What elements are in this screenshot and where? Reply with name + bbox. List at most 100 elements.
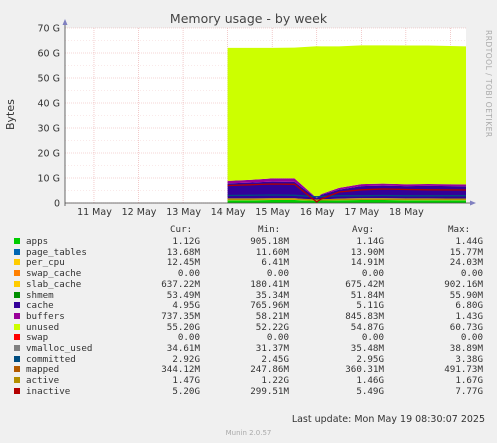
x-tick-label: 16 May [300, 207, 335, 218]
legend-value-cur: 2.92G [172, 353, 200, 365]
y-tick-label: 30 G [38, 124, 60, 135]
legend-row-inactive: inactive 5.20G 299.51M 5.49G 7.77G [14, 386, 497, 397]
legend-swatch [14, 387, 20, 394]
legend-value-max: 38.89M [449, 343, 483, 354]
legend-value-max: 1.44G [455, 236, 483, 247]
legend-value-min: 299.51M [250, 385, 289, 397]
legend-value-max: 55.90M [449, 289, 483, 301]
legend-label: committed [26, 353, 76, 365]
y-tick-label: 0 [54, 199, 60, 210]
legend-value-max: 7.77G [455, 385, 483, 397]
legend-header-cur: Cur: [170, 224, 193, 235]
legend-swatch [14, 323, 20, 330]
legend-value-min: 2.45G [261, 353, 289, 365]
legend-value-min: 58.21M [255, 310, 289, 322]
legend-swatch [14, 270, 20, 277]
legend-label: apps [26, 236, 49, 247]
legend-row-swap: swap 0.00 0.00 0.00 0.00 [14, 332, 497, 343]
legend-row-committed: committed 2.92G 2.45G 2.95G 3.38G [14, 354, 497, 365]
legend-value-max: 15.77M [449, 246, 483, 258]
legend-value-avg: 0.00 [361, 268, 384, 280]
legend-value-avg: 845.83M [345, 310, 384, 322]
legend-value-avg: 51.84M [350, 289, 384, 301]
legend-value-avg: 5.49G [356, 385, 384, 397]
legend-label: swap [26, 332, 49, 344]
legend-row-slab-cache: slab_cache 637.22M 180.41M 675.42M 902.16M [14, 279, 497, 290]
y-tick-label: 50 G [38, 74, 60, 85]
legend-value-max: 491.73M [444, 364, 483, 376]
legend-value-cur: 55.20G [166, 321, 200, 333]
legend-value-min: 765.96M [250, 300, 289, 312]
legend-row-unused: unused 55.20G 52.22G 54.87G 60.73G [14, 322, 497, 333]
chart-title: Memory usage - by week [169, 11, 328, 26]
legend-value-max: 0.00 [460, 332, 483, 344]
legend-swatch [14, 312, 20, 319]
chart-lines [227, 183, 467, 203]
legend-swatch [14, 280, 20, 287]
legend-label: mapped [26, 364, 60, 376]
legend-value-avg: 360.31M [345, 364, 384, 376]
legend-value-avg: 14.91M [350, 257, 384, 269]
last-update: Last update: Mon May 19 08:30:07 2025 [291, 414, 485, 425]
legend-value-min: 1.22G [261, 375, 289, 387]
legend-swatch [14, 248, 20, 255]
x-tick-label: 15 May [255, 207, 290, 218]
legend-value-max: 1.43G [455, 310, 483, 322]
legend-value-max: 60.73G [449, 321, 483, 333]
legend-value-cur: 34.61M [166, 343, 200, 354]
x-tick-label: 18 May [389, 207, 424, 218]
legend-row-cache: cache 4.95G 765.96M 5.11G 6.80G [14, 300, 497, 311]
line-active [227, 198, 466, 201]
legend-row-per-cpu: per_cpu 12.45M 6.41M 14.91M 24.03M [14, 257, 497, 268]
legend-value-cur: 53.49M [166, 289, 200, 301]
legend-value-cur: 12.45M [166, 257, 200, 269]
legend-value-min: 11.60M [255, 246, 289, 258]
legend-value-cur: 637.22M [161, 278, 200, 290]
legend-value-cur: 0.00 [177, 268, 200, 280]
legend-value-avg: 54.87G [350, 321, 384, 333]
legend-value-max: 902.16M [444, 278, 483, 290]
munin-version: Munin 2.0.57 [225, 429, 272, 437]
legend-label: swap_cache [26, 268, 82, 280]
legend-header-min: Min: [258, 224, 281, 235]
legend-value-max: 1.67G [455, 375, 483, 387]
area-apps [227, 200, 466, 203]
legend-value-min: 6.41M [261, 257, 289, 269]
x-tick-label: 13 May [166, 207, 201, 218]
legend-value-cur: 737.35M [161, 310, 200, 322]
legend-label: page_tables [26, 246, 87, 258]
x-tick-label: 11 May [77, 207, 112, 218]
legend-value-min: 0.00 [266, 332, 289, 344]
legend-label: cache [26, 300, 54, 312]
rrdtool-credit: RRDTOOL / TOBI OETIKER [484, 30, 493, 138]
legend-swatch [14, 377, 20, 384]
y-tick-label: 70 G [38, 24, 60, 35]
legend-value-min: 247.86M [250, 364, 289, 376]
legend-value-avg: 2.95G [356, 353, 384, 365]
legend-label: active [26, 375, 60, 387]
legend-label: unused [26, 321, 60, 333]
legend-value-cur: 344.12M [161, 364, 200, 376]
legend-swatch [14, 238, 20, 244]
legend-value-cur: 0.00 [177, 332, 200, 344]
x-tick-label: 14 May [211, 207, 246, 218]
legend-value-max: 3.38G [455, 353, 483, 365]
area-unused [227, 45, 466, 199]
axes [62, 19, 476, 206]
x-tick-labels: 11 May 12 May 13 May 14 May 15 May 16 May 17 M… [77, 207, 424, 218]
legend-value-max: 24.03M [449, 257, 483, 269]
legend-label: per_cpu [26, 257, 65, 269]
legend-label: buffers [26, 310, 65, 322]
legend-value-min: 52.22G [255, 321, 289, 333]
area-buffers [227, 178, 466, 199]
y-tick-label: 40 G [38, 99, 60, 110]
legend-swatch [14, 259, 20, 266]
legend-value-cur: 4.95G [172, 300, 200, 312]
legend-swatch [14, 345, 20, 351]
legend-value-avg: 0.00 [361, 332, 384, 344]
legend-value-avg: 675.42M [345, 278, 384, 290]
legend-value-min: 180.41M [250, 278, 289, 290]
legend-label: slab_cache [26, 278, 82, 290]
legend-value-max: 6.80G [455, 300, 483, 312]
